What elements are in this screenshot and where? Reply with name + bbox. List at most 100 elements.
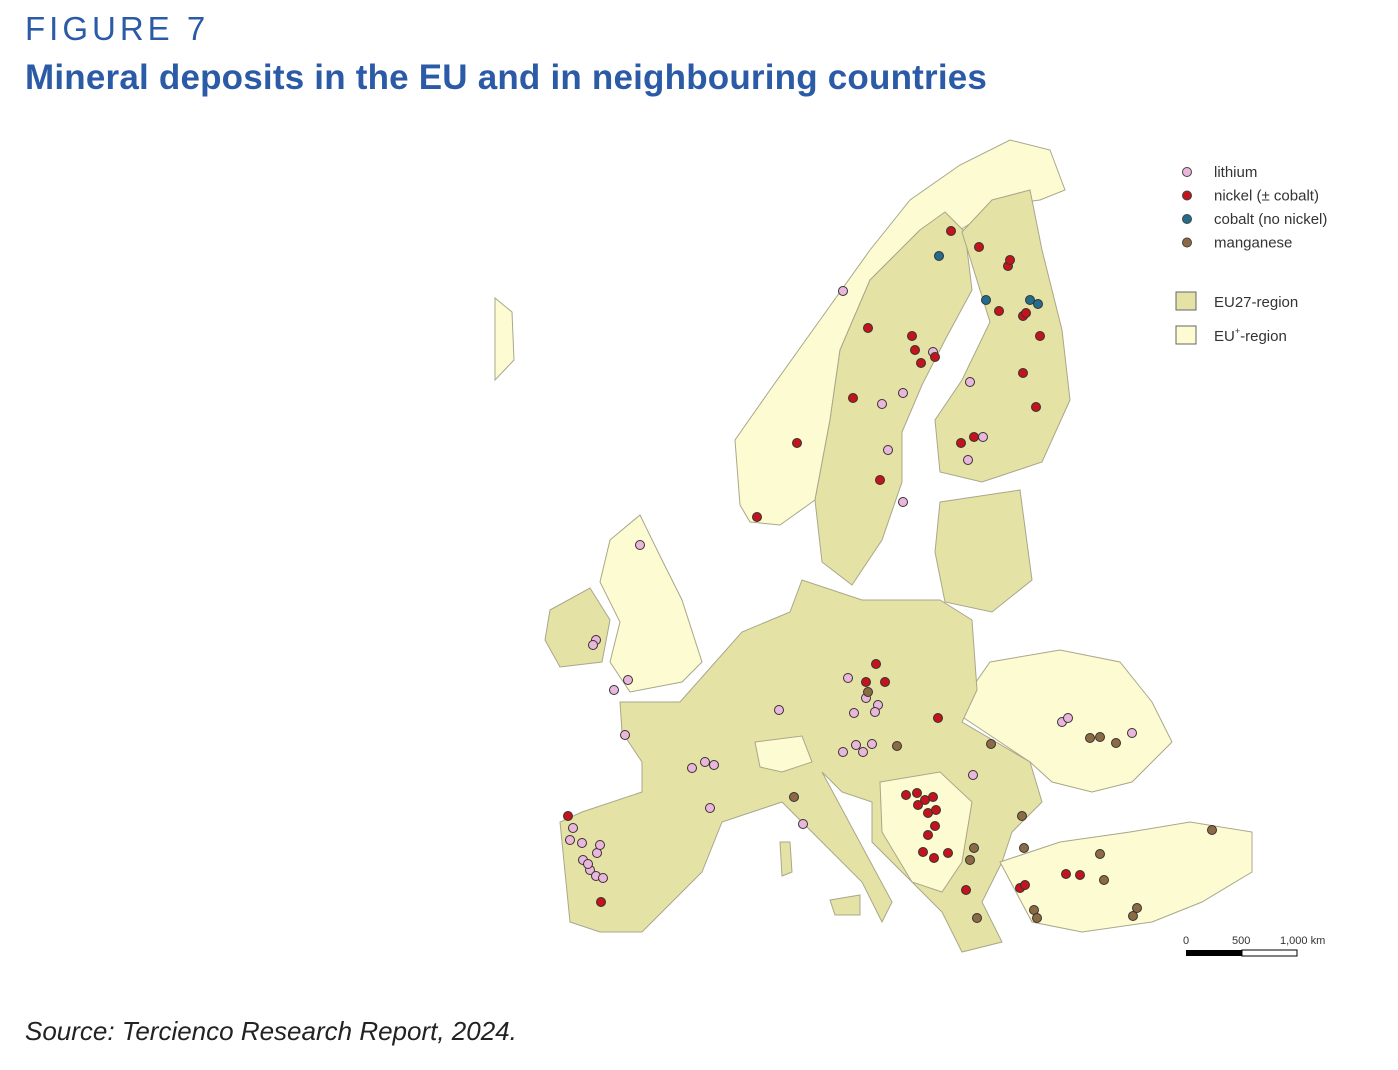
legend-label-manganese: manganese: [1214, 235, 1292, 252]
figure-label: FIGURE 7: [25, 10, 210, 47]
cobalt-deposit-point: [1033, 299, 1043, 309]
legend-label-nickel: nickel (± cobalt): [1214, 188, 1319, 205]
manganese-deposit-point: [1111, 738, 1121, 748]
lithium-deposit-point: [870, 707, 880, 717]
legend-label-lithium: lithium: [1214, 164, 1257, 181]
scale-bar-white: [1241, 949, 1298, 957]
region-great-britain: [599, 514, 703, 693]
legend-marker-cobalt: [1182, 214, 1192, 224]
lithium-deposit-point: [851, 740, 861, 750]
figure-title: Mineral deposits in the EU and in neighb…: [25, 58, 988, 97]
nickel-deposit-point: [913, 800, 923, 810]
lithium-deposit-point: [705, 803, 715, 813]
nickel-deposit-point: [946, 226, 956, 236]
nickel-deposit-point: [863, 323, 873, 333]
lithium-deposit-point: [838, 747, 848, 757]
legend-marker-lithium: [1182, 167, 1192, 177]
lithium-deposit-point: [583, 859, 593, 869]
lithium-deposit-point: [898, 388, 908, 398]
nickel-deposit-point: [1018, 368, 1028, 378]
legend-item-eu27: EU27-region: [1175, 291, 1298, 311]
nickel-deposit-point: [994, 306, 1004, 316]
region-turkey: [999, 821, 1253, 933]
lithium-deposit-point: [595, 840, 605, 850]
lithium-deposit-point: [968, 770, 978, 780]
lithium-deposit-point: [609, 685, 619, 695]
manganese-deposit-point: [969, 843, 979, 853]
lithium-deposit-point: [700, 757, 710, 767]
cobalt-deposit-point: [981, 295, 991, 305]
region-ireland: [544, 587, 611, 668]
lithium-deposit-point: [867, 739, 877, 749]
manganese-deposit-point: [892, 741, 902, 751]
legend-label-cobalt: cobalt (no nickel): [1214, 211, 1327, 228]
nickel-deposit-point: [969, 432, 979, 442]
lithium-deposit-point: [838, 286, 848, 296]
legend-label-euplus-main: EU: [1214, 328, 1235, 345]
nickel-deposit-point: [930, 821, 940, 831]
legend-label-euplus-rest: -region: [1240, 328, 1287, 345]
scale-tick-1000: 1,000 km: [1280, 935, 1325, 947]
legend-marker-nickel: [1182, 190, 1192, 201]
nickel-deposit-point: [848, 393, 858, 403]
nickel-deposit-point: [930, 352, 940, 362]
lithium-deposit-point: [687, 763, 697, 773]
nickel-deposit-point: [931, 805, 941, 815]
legend-label-eu27: EU27-region: [1214, 294, 1298, 311]
lithium-deposit-point: [1127, 728, 1137, 738]
nickel-deposit-point: [923, 830, 933, 840]
nickel-deposit-point: [943, 848, 953, 858]
cobalt-deposit-point: [1025, 295, 1035, 305]
nickel-deposit-point: [752, 512, 762, 522]
lithium-deposit-point: [598, 873, 608, 883]
manganese-deposit-point: [1128, 911, 1138, 921]
nickel-deposit-point: [1075, 870, 1085, 880]
region-sardinia: [779, 841, 793, 877]
lithium-deposit-point: [843, 673, 853, 683]
nickel-deposit-point: [961, 885, 971, 895]
lithium-deposit-point: [623, 675, 633, 685]
legend-item-cobalt: cobalt (no nickel): [1182, 211, 1327, 228]
region-switzerland: [754, 735, 813, 773]
land-regions: [494, 139, 1253, 953]
nickel-deposit-point: [596, 897, 606, 907]
lithium-deposit-point: [858, 747, 868, 757]
manganese-deposit-point: [1085, 733, 1095, 743]
lithium-deposit-point: [965, 377, 975, 387]
lithium-deposit-point: [978, 432, 988, 442]
nickel-deposit-point: [1035, 331, 1045, 341]
lithium-deposit-point: [635, 540, 645, 550]
region-baltics: [934, 489, 1033, 613]
legend-swatch-euplus: [1175, 325, 1197, 345]
lithium-deposit-point: [568, 823, 578, 833]
lithium-deposit-point: [963, 455, 973, 465]
lithium-deposit-point: [709, 760, 719, 770]
nickel-deposit-point: [871, 659, 881, 669]
manganese-deposit-point: [1019, 843, 1029, 853]
lithium-deposit-point: [798, 819, 808, 829]
legend-item-manganese: manganese: [1182, 235, 1292, 252]
manganese-deposit-point: [1017, 811, 1027, 821]
legend-item-nickel: nickel (± cobalt): [1182, 188, 1319, 205]
legend-label-euplus-sup: +: [1235, 326, 1240, 336]
scale-tick-0: 0: [1183, 935, 1189, 947]
nickel-deposit-point: [928, 792, 938, 802]
lithium-deposit-point: [565, 835, 575, 845]
nickel-deposit-point: [912, 788, 922, 798]
nickel-deposit-point: [861, 677, 871, 687]
deposit-points: [563, 226, 1217, 923]
manganese-deposit-point: [1099, 875, 1109, 885]
lithium-deposit-point: [774, 705, 784, 715]
lithium-deposit-point: [849, 708, 859, 718]
source-note: Source: Tercienco Research Report, 2024.: [25, 1016, 517, 1046]
lithium-deposit-point: [883, 445, 893, 455]
manganese-deposit-point: [972, 913, 982, 923]
nickel-deposit-point: [974, 242, 984, 252]
nickel-deposit-point: [1031, 402, 1041, 412]
legend-swatch-eu27: [1175, 291, 1197, 311]
lithium-deposit-point: [577, 838, 587, 848]
nickel-deposit-point: [875, 475, 885, 485]
manganese-deposit-point: [1095, 849, 1105, 859]
nickel-deposit-point: [907, 331, 917, 341]
